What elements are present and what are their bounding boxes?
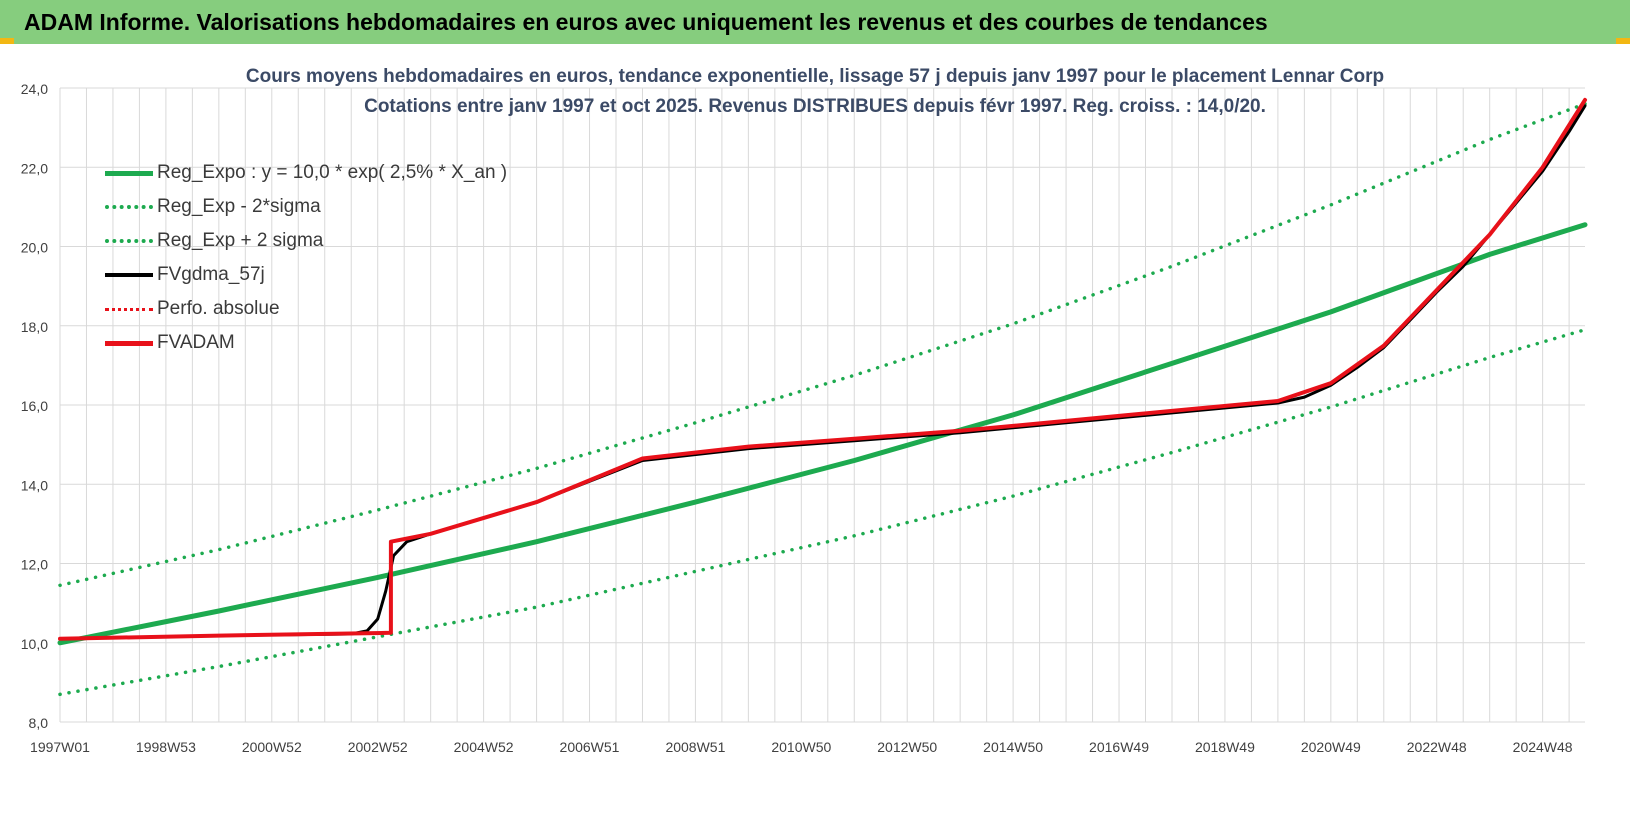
x-tick-label: 2014W50 — [983, 739, 1043, 755]
corner-mark-left — [0, 38, 14, 44]
x-tick-label: 2018W49 — [1195, 739, 1255, 755]
line-chart: 8,0 10,0 12,0 14,0 16,0 18,0 20,0 22,0 24,0 1997W… — [21, 81, 1588, 755]
legend-label: Reg_Exp - 2*sigma — [157, 196, 321, 217]
legend-label: Reg_Expo : y = 10,0 * exp( 2,5% * X_an ) — [157, 162, 508, 183]
x-tick-label: 2020W49 — [1301, 739, 1361, 755]
legend-swatch — [105, 168, 153, 178]
y-tick-label: 22,0 — [21, 160, 48, 176]
page-title: ADAM Informe. Valorisations hebdomadaire… — [24, 8, 1268, 35]
legend-swatch — [105, 202, 153, 212]
legend-label: Reg_Exp + 2 sigma — [157, 230, 324, 251]
legend-item: FVgdma_57j — [105, 258, 507, 292]
x-tick-label: 1997W01 — [30, 739, 90, 755]
legend-item: Reg_Expo : y = 10,0 * exp( 2,5% * X_an ) — [105, 156, 507, 190]
x-tick-label: 2024W48 — [1513, 739, 1573, 755]
legend-item: Reg_Exp - 2*sigma — [105, 190, 507, 224]
x-tick-label: 2002W52 — [348, 739, 408, 755]
x-tick-label: 2004W52 — [454, 739, 514, 755]
y-tick-label: 12,0 — [21, 557, 48, 573]
chart-area: 8,0 10,0 12,0 14,0 16,0 18,0 20,0 22,0 24,0 1997W… — [0, 44, 1630, 815]
legend-swatch — [105, 236, 153, 246]
legend-item: Reg_Exp + 2 sigma — [105, 224, 507, 258]
x-tick-label: 2016W49 — [1089, 739, 1149, 755]
chart-legend: Reg_Expo : y = 10,0 * exp( 2,5% * X_an )… — [105, 156, 507, 360]
y-tick-label: 24,0 — [21, 81, 48, 97]
y-tick-label: 20,0 — [21, 240, 48, 256]
series-fvadam — [58, 97, 1587, 641]
y-tick-label: 10,0 — [21, 636, 48, 652]
corner-mark-right — [1616, 38, 1630, 44]
legend-item: FVADAM — [105, 326, 507, 360]
chart-subtitle: Cotations entre janv 1997 et oct 2025. R… — [364, 96, 1266, 117]
legend-item: Perfo. absolue — [105, 292, 507, 326]
y-tick-label: 8,0 — [29, 715, 49, 731]
y-tick-label: 16,0 — [21, 398, 48, 414]
y-tick-label: 14,0 — [21, 477, 48, 493]
header-banner: ADAM Informe. Valorisations hebdomadaire… — [0, 0, 1630, 44]
legend-label: Perfo. absolue — [157, 298, 280, 319]
x-tick-label: 2006W51 — [560, 739, 620, 755]
x-tick-label: 1998W53 — [136, 739, 196, 755]
x-tick-label: 2008W51 — [665, 739, 725, 755]
chart-title: Cours moyens hebdomadaires en euros, ten… — [245, 66, 1385, 87]
legend-swatch — [105, 270, 153, 280]
x-tick-label: 2012W50 — [877, 739, 937, 755]
series-reg-expo — [57, 222, 1588, 646]
legend-swatch — [105, 304, 153, 314]
x-tick-label: 2010W50 — [771, 739, 831, 755]
series-reg-minus-2sigma — [58, 327, 1587, 697]
y-tick-label: 18,0 — [21, 319, 48, 335]
series-reg-plus-2sigma — [58, 102, 1587, 588]
legend-label: FVgdma_57j — [157, 264, 265, 285]
x-tick-label: 2000W52 — [242, 739, 302, 755]
legend-label: FVADAM — [157, 332, 235, 353]
x-tick-label: 2022W48 — [1407, 739, 1467, 755]
legend-swatch — [105, 338, 153, 348]
